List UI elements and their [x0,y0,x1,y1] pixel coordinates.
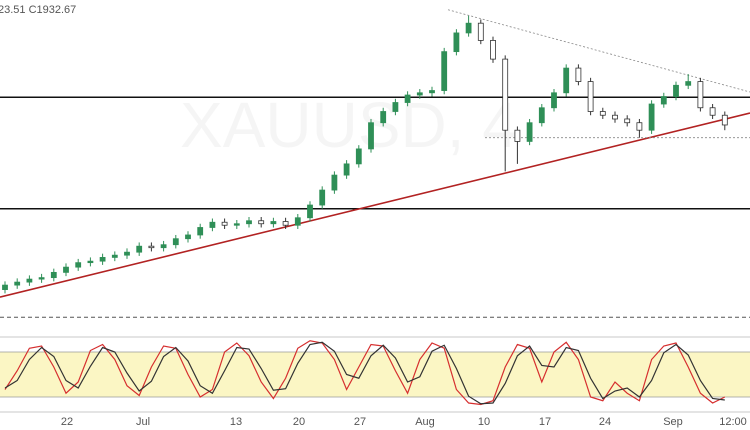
candle-body [502,58,509,131]
candle-body [612,114,618,120]
candle-body [441,51,448,91]
candle-body [660,96,667,105]
x-tick-label: 22 [61,416,73,428]
candle-body [538,107,545,124]
candle-body [599,111,606,116]
candle-body [185,234,191,240]
candle-body [246,220,252,225]
candle-body [331,174,338,191]
candle-body [233,223,240,226]
header-values: 23.51 C1932.67 [0,4,76,16]
candle-body [697,81,704,109]
candle-body [490,40,496,60]
candle-body [63,266,69,273]
candle-body [416,92,423,96]
candle-body [38,277,45,280]
candle-body [258,220,265,225]
candle-body [404,94,411,103]
candle-body [343,163,350,176]
x-tick-label: Aug [415,416,435,428]
candle-body [221,221,228,226]
candle-body [172,238,179,246]
candle-body [514,129,521,142]
candle-body [380,111,387,124]
candle-body [136,245,143,253]
x-tick-label: 27 [354,416,366,428]
candle-body [368,122,374,150]
candle-body [624,118,631,124]
candle-body [87,260,94,264]
candle-body [2,284,8,290]
candle-body [282,221,289,226]
candle-body [551,92,557,109]
candle-body [99,257,106,262]
candle-body [648,103,655,131]
candle-body [477,22,484,41]
oscillator-line [4,341,725,405]
x-tick-label: 13 [230,416,242,428]
candle-body [721,114,728,126]
candle-body [673,84,679,97]
candle-body [636,122,643,131]
candle-body [307,204,313,219]
candle-body [26,278,33,283]
x-tick-label: 24 [599,416,611,428]
candle-body [270,221,277,225]
candle-body [526,122,533,142]
candle-body [355,148,362,165]
watermark: XAUUSD, 4 [180,89,518,161]
oscillator-band [0,352,750,397]
candle-body [685,81,692,86]
candle-body [111,254,118,258]
candle-body [160,244,167,249]
trend-line [0,112,750,298]
candle-body [709,107,716,116]
x-tick-label: 10 [478,416,490,428]
candle-body [392,102,399,112]
candle-body [50,271,57,279]
candle-body [294,217,301,226]
candle-body [148,245,155,249]
x-tick-label: 12:00 [719,416,747,428]
x-tick-label: Sep [663,416,683,428]
candle-body [319,189,326,206]
candle-body [575,67,582,82]
x-tick-label: 17 [539,416,551,428]
candle-body [587,81,594,112]
candle-body [124,251,130,256]
candle-body [563,67,570,94]
candle-body [429,90,435,94]
candle-body [209,221,216,228]
x-tick-label: 20 [293,416,305,428]
candle-body [14,281,21,286]
candle-body [197,227,204,236]
trend-line [447,9,750,93]
candle-body [75,262,82,268]
candle-body [453,32,460,53]
candle-body [465,22,472,34]
x-tick-label: Jul [136,416,150,428]
